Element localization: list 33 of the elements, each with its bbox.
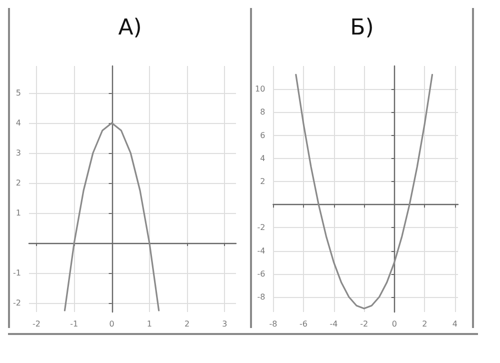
chart-title: Б) bbox=[350, 16, 374, 40]
x-tick-label: -6 bbox=[299, 320, 308, 328]
x-tick-label: 0 bbox=[109, 320, 114, 328]
x-tick-label: 2 bbox=[184, 320, 190, 328]
line-series bbox=[64, 122, 160, 312]
y-tick-label: 1 bbox=[16, 208, 21, 218]
x-tick-label: -1 bbox=[70, 320, 78, 328]
x-tick-label: 2 bbox=[422, 320, 428, 328]
x-tick-label: 3 bbox=[222, 320, 228, 328]
y-tick-label: 10 bbox=[254, 84, 266, 94]
y-tick-label: -6 bbox=[257, 269, 266, 278]
line-series bbox=[295, 74, 434, 310]
y-tick-label: -2 bbox=[257, 223, 266, 232]
chart-title: А) bbox=[118, 16, 142, 40]
y-tick-label: 3 bbox=[16, 148, 21, 158]
x-tick-label: -4 bbox=[330, 320, 338, 328]
x-tick-label: 1 bbox=[146, 320, 152, 328]
y-tick-label: -1 bbox=[12, 268, 21, 278]
y-tick-label: 5 bbox=[16, 88, 21, 98]
x-tick-label: -2 bbox=[360, 320, 368, 328]
x-tick-label: 4 bbox=[452, 320, 458, 328]
x-tick-label: -2 bbox=[32, 320, 40, 328]
y-tick-label: 2 bbox=[16, 178, 21, 188]
y-tick-label: 4 bbox=[16, 118, 21, 128]
y-tick-label: -8 bbox=[257, 292, 266, 302]
x-tick-label: -8 bbox=[269, 320, 278, 328]
y-tick-label: 4 bbox=[260, 154, 266, 163]
x-tick-label: 0 bbox=[392, 320, 397, 328]
y-tick-label: 6 bbox=[260, 130, 266, 140]
y-tick-label: -4 bbox=[257, 246, 266, 256]
y-tick-label: 2 bbox=[260, 176, 266, 186]
y-tick-label: 8 bbox=[260, 108, 266, 117]
y-tick-label: -2 bbox=[12, 298, 21, 308]
